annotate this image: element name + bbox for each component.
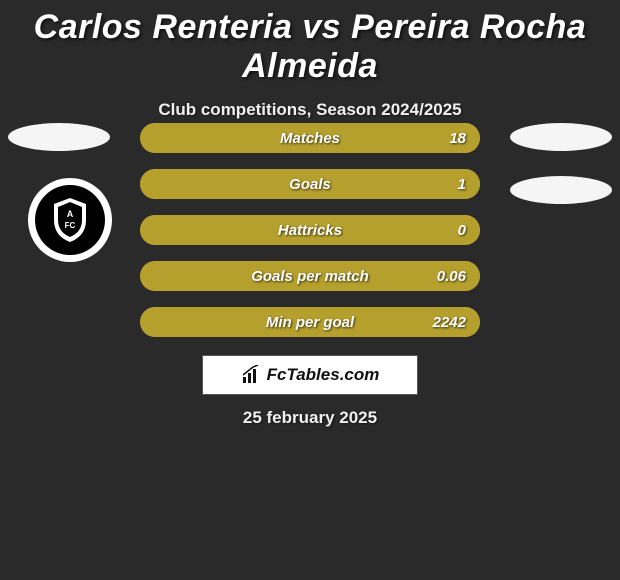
stat-rows: Matches18 Goals1 Hattricks0 Goals per match…	[140, 123, 480, 353]
player-slot-left	[8, 123, 110, 151]
chart-icon	[241, 365, 261, 385]
stat-row: Goals per match0.06	[140, 261, 480, 291]
stat-row-label: Matches	[140, 123, 480, 153]
stat-row-label: Goals	[140, 169, 480, 199]
page-subtitle: Club competitions, Season 2024/2025	[0, 100, 620, 120]
stat-row-value: 1	[458, 169, 466, 199]
page-title: Carlos Renteria vs Pereira Rocha Almeida	[0, 0, 620, 86]
stat-row: Hattricks0	[140, 215, 480, 245]
stat-row-value: 0.06	[437, 261, 466, 291]
stat-row: Goals1	[140, 169, 480, 199]
stat-row-label: Min per goal	[140, 307, 480, 337]
stat-row-label: Hattricks	[140, 215, 480, 245]
date-text: 25 february 2025	[0, 408, 620, 428]
stat-row-label: Goals per match	[140, 261, 480, 291]
stat-row: Min per goal2242	[140, 307, 480, 337]
stat-row-value: 0	[458, 215, 466, 245]
club-badge: A FC	[28, 178, 112, 262]
svg-text:A: A	[67, 209, 74, 219]
stat-row-value: 18	[449, 123, 466, 153]
player-slot-right-2	[510, 176, 612, 204]
player-slot-right-1	[510, 123, 612, 151]
source-logo-box: FcTables.com	[202, 355, 418, 395]
stat-row-value: 2242	[433, 307, 466, 337]
stat-row: Matches18	[140, 123, 480, 153]
club-badge-inner: A FC	[35, 185, 105, 255]
svg-text:FC: FC	[65, 221, 76, 230]
shield-icon: A FC	[50, 196, 90, 244]
source-logo-text: FcTables.com	[267, 365, 380, 385]
